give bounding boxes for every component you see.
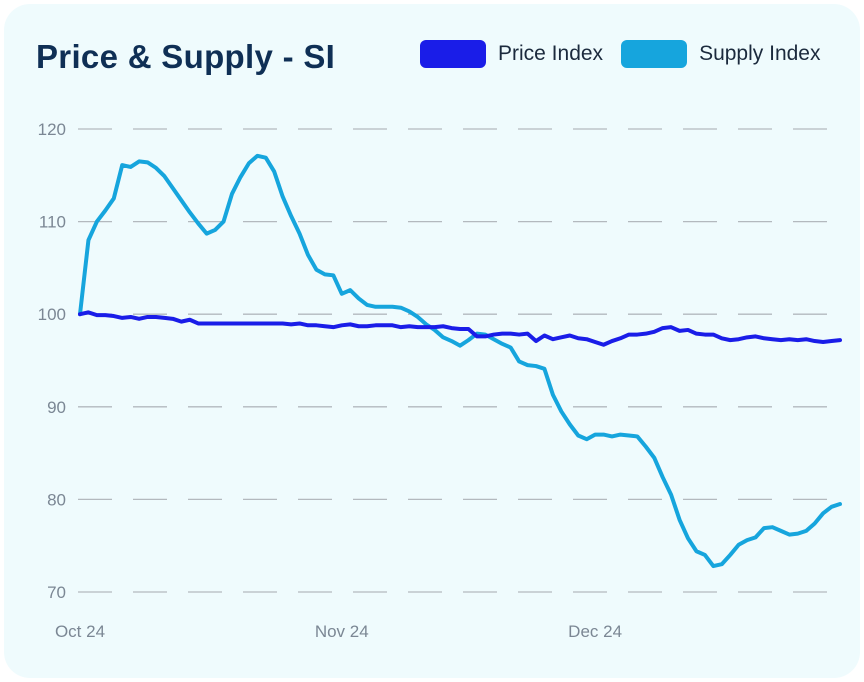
x-tick-label: Dec 24 xyxy=(568,622,622,641)
legend-label-price-index: Price Index xyxy=(498,42,604,65)
legend-swatch-price-index xyxy=(420,40,486,68)
series-line-price-index[interactable] xyxy=(78,310,842,347)
y-tick-label: 100 xyxy=(38,305,66,324)
legend-label-supply-index: Supply Index xyxy=(699,42,821,65)
y-tick-label: 120 xyxy=(38,120,66,139)
series-line-supply-index[interactable] xyxy=(78,153,842,569)
x-tick-label: Oct 24 xyxy=(55,622,105,641)
legend-item-supply-index[interactable]: Supply Index xyxy=(621,40,820,68)
x-tick-label: Nov 24 xyxy=(315,622,369,641)
legend-item-price-index[interactable]: Price Index xyxy=(420,40,603,68)
y-tick-label: 70 xyxy=(47,583,66,602)
chart-title: Price & Supply - SI xyxy=(36,38,336,75)
y-tick-label: 90 xyxy=(47,398,66,417)
y-tick-label: 80 xyxy=(47,490,66,509)
legend-swatch-supply-index xyxy=(621,40,688,68)
chart-legend: Price Index Supply Index xyxy=(420,40,820,68)
chart-card: Price & Supply - SI Price Index Supply I… xyxy=(4,4,860,678)
y-tick-label: 110 xyxy=(39,213,66,232)
